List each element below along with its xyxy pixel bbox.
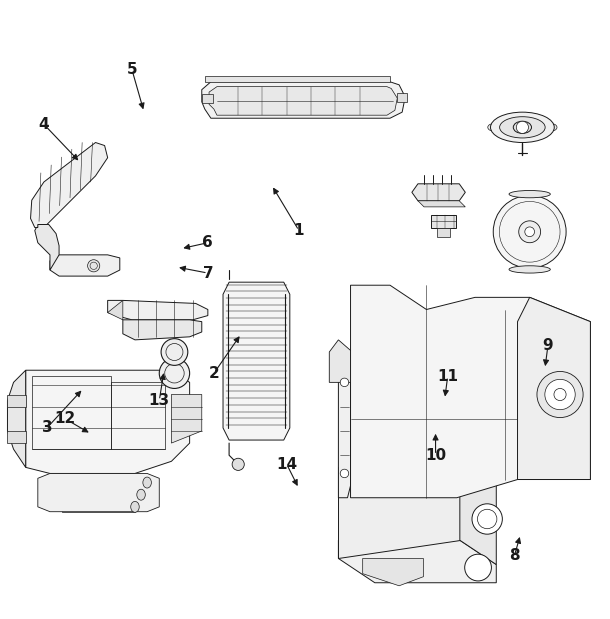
Ellipse shape bbox=[488, 124, 499, 131]
Ellipse shape bbox=[131, 501, 139, 513]
Polygon shape bbox=[171, 394, 202, 443]
Polygon shape bbox=[56, 489, 141, 500]
Polygon shape bbox=[517, 297, 590, 480]
Circle shape bbox=[340, 469, 349, 478]
Polygon shape bbox=[7, 394, 26, 407]
Polygon shape bbox=[412, 184, 465, 201]
Circle shape bbox=[472, 504, 503, 534]
Text: 1: 1 bbox=[293, 223, 304, 238]
Circle shape bbox=[516, 121, 528, 134]
Circle shape bbox=[159, 358, 190, 389]
Polygon shape bbox=[38, 474, 159, 512]
Text: 13: 13 bbox=[149, 393, 170, 408]
Ellipse shape bbox=[546, 124, 557, 131]
Ellipse shape bbox=[509, 266, 550, 273]
Polygon shape bbox=[50, 477, 147, 488]
Text: 4: 4 bbox=[38, 117, 49, 132]
Polygon shape bbox=[107, 300, 208, 320]
Circle shape bbox=[545, 379, 575, 410]
Polygon shape bbox=[7, 431, 26, 443]
Polygon shape bbox=[418, 201, 465, 207]
Polygon shape bbox=[339, 540, 497, 582]
Polygon shape bbox=[329, 340, 353, 383]
Polygon shape bbox=[460, 449, 497, 565]
Polygon shape bbox=[397, 93, 407, 102]
Ellipse shape bbox=[500, 117, 545, 138]
Circle shape bbox=[88, 260, 100, 272]
Ellipse shape bbox=[490, 112, 554, 142]
Polygon shape bbox=[62, 501, 135, 513]
Polygon shape bbox=[30, 142, 107, 228]
Circle shape bbox=[518, 221, 540, 243]
Text: 7: 7 bbox=[203, 266, 213, 280]
Text: 2: 2 bbox=[209, 366, 219, 381]
Polygon shape bbox=[202, 82, 405, 118]
Polygon shape bbox=[339, 467, 460, 558]
Polygon shape bbox=[205, 76, 390, 82]
Polygon shape bbox=[35, 225, 59, 270]
Polygon shape bbox=[431, 215, 456, 228]
Text: 9: 9 bbox=[542, 339, 553, 353]
Text: 3: 3 bbox=[41, 420, 52, 435]
Ellipse shape bbox=[143, 477, 151, 488]
Text: 14: 14 bbox=[276, 457, 297, 472]
Polygon shape bbox=[351, 285, 590, 498]
Polygon shape bbox=[202, 94, 213, 103]
Ellipse shape bbox=[509, 191, 550, 198]
Circle shape bbox=[232, 458, 244, 470]
Circle shape bbox=[537, 371, 583, 418]
Ellipse shape bbox=[513, 121, 531, 134]
Polygon shape bbox=[363, 558, 423, 586]
Text: 10: 10 bbox=[425, 448, 446, 463]
Polygon shape bbox=[209, 87, 397, 115]
Polygon shape bbox=[223, 282, 290, 440]
Circle shape bbox=[161, 339, 188, 365]
Circle shape bbox=[525, 227, 534, 236]
Circle shape bbox=[493, 196, 566, 268]
Polygon shape bbox=[50, 255, 120, 276]
Polygon shape bbox=[123, 320, 202, 340]
Circle shape bbox=[465, 554, 492, 581]
Circle shape bbox=[340, 378, 349, 387]
Text: 6: 6 bbox=[203, 235, 214, 250]
Ellipse shape bbox=[137, 489, 145, 500]
Polygon shape bbox=[107, 300, 123, 320]
Text: 8: 8 bbox=[509, 548, 520, 563]
Text: 12: 12 bbox=[54, 411, 76, 426]
Text: 5: 5 bbox=[127, 62, 137, 77]
Text: 11: 11 bbox=[437, 369, 458, 384]
Polygon shape bbox=[7, 370, 26, 467]
Polygon shape bbox=[437, 228, 450, 237]
Polygon shape bbox=[339, 358, 351, 498]
Polygon shape bbox=[26, 370, 190, 474]
